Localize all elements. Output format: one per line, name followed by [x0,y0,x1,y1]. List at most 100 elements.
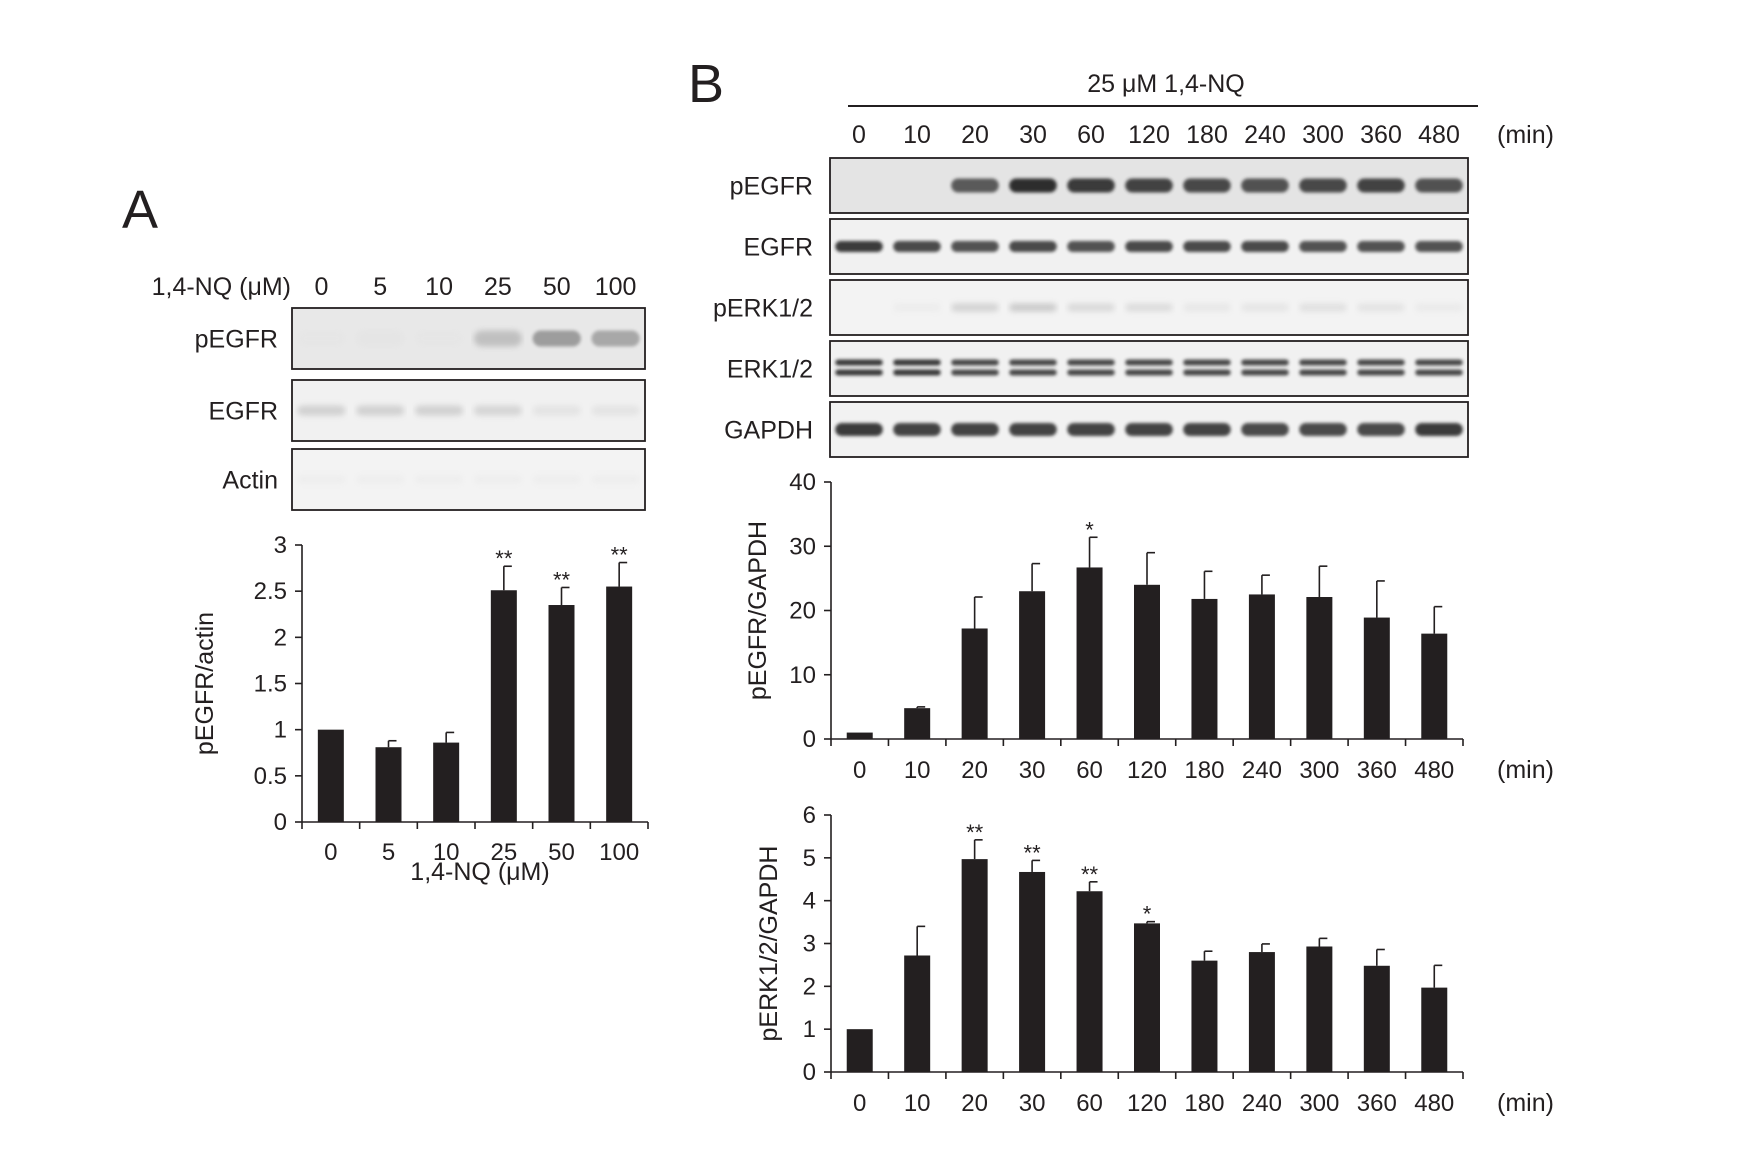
bar-30 [1019,591,1046,739]
y-tick-label: 1.5 [254,671,287,698]
blot-band [1357,369,1405,376]
blot-lane-label: 30 [1019,121,1047,149]
blot-band [1415,359,1463,366]
blot-band [297,405,346,416]
x-tick-label: 30 [1019,757,1046,784]
y-tick-label: 30 [789,533,816,560]
blot-row-actin: Actin [222,448,646,511]
blot-band [297,475,346,484]
bar-60 [1076,567,1103,739]
panel-b-western-blot: 25 μM 1,4-NQ (min) 0 10 20 30 60 120 180 240 300… [713,70,1554,458]
y-tick-label: 40 [789,469,816,496]
blot-band [1125,423,1173,436]
bar-50 [548,605,575,822]
x-tick-label: 10 [433,839,460,866]
blot-band [1415,303,1463,312]
blot-band [1183,359,1231,366]
bar-20 [961,628,988,739]
blot-band [1241,369,1289,376]
bar-120 [1134,584,1160,739]
x-tick-label: 0 [853,757,866,784]
blot-lane-label: 50 [543,273,571,301]
x-tick-label: 50 [548,839,575,866]
bar-10 [904,708,931,739]
blot-band [356,330,405,347]
y-tick-label: 2 [803,973,816,1000]
bar-30 [1019,871,1046,1072]
blot-strip [291,448,646,511]
blot-band [1299,303,1347,312]
blot-band [1009,303,1057,312]
y-tick-label: 3 [803,931,816,958]
bar-10 [904,955,931,1072]
blot-band [414,330,464,347]
significance-mark-50: ** [553,567,571,592]
bar-120 [1134,923,1160,1072]
blot-row-label: EGFR [209,398,278,426]
blot-band [473,405,523,416]
blot-row-pegfr: pEGFR [195,307,646,370]
blot-row-label: pEGFR [195,326,278,354]
blot-band [1009,369,1057,376]
bar-0 [846,1029,873,1072]
blot-band [835,359,883,366]
blot-band [591,330,640,347]
blot-band [1067,369,1115,376]
x-tick-label: 360 [1357,757,1397,784]
significance-mark-25: ** [495,546,513,571]
blot-band [1357,241,1405,252]
blot-band [1125,359,1173,366]
blot-band [1299,241,1347,252]
chart-b1-pegfr-gapdh: 0 10 20 30 40 pEGFR/GAPDH 0 10 20 30 * 60 120 180 240 3… [744,469,1554,784]
significance-mark-100: ** [611,543,629,568]
x-tick-label: 180 [1184,757,1224,784]
x-tick-label: 100 [599,839,639,866]
blot-band [951,423,999,436]
blot-lane-label: 360 [1360,121,1402,149]
x-tick-label: 20 [961,757,988,784]
y-tick-label: 10 [789,662,816,689]
y-tick-label: 4 [803,888,816,915]
blot-band [893,423,941,436]
blot-band [1183,178,1231,193]
blot-band [1241,423,1289,436]
x-tick-label: 0 [324,839,337,866]
bar-180 [1191,960,1218,1072]
blot-band [1299,178,1347,193]
blot-band [1241,178,1289,193]
y-axis-label: pEGFR/actin [191,612,219,755]
bar-360 [1363,965,1390,1072]
x-tick-label: 480 [1414,1090,1454,1117]
blot-lane-label: 180 [1186,121,1228,149]
blot-strip [291,307,646,370]
x-tick-label: 300 [1299,757,1339,784]
blot-row-gapdh: GAPDH [724,401,1469,458]
blot-band [1299,369,1347,376]
blot-band [532,405,581,416]
bar-300 [1306,946,1333,1072]
x-tick-label: 20 [961,1090,988,1117]
blot-band [1067,359,1115,366]
x-axis-label: 1,4-NQ (μM) [410,858,549,886]
blot-band [951,303,999,312]
blot-band [1009,423,1057,436]
panel-a-western-blot: 1,4-NQ (μM) 0 5 10 25 50 100 pEGFR EGFR Actin [152,273,646,511]
blot-row-label: ERK1/2 [727,356,813,384]
y-tick-label: 6 [803,802,816,829]
x-axis-unit: (min) [1497,756,1554,784]
blot-band [1125,178,1173,193]
blot-band [1067,178,1115,193]
blot-band [1241,241,1289,252]
blot-lane-label: 5 [373,273,387,301]
blot-strip [291,379,646,442]
blot-band [1415,369,1463,376]
x-tick-label: 120 [1127,1090,1167,1117]
x-tick-label: 5 [382,839,395,866]
blot-lane-label: 60 [1077,121,1105,149]
blot-band [951,359,999,366]
blot-band [1125,303,1173,312]
blot-lane-label: 20 [961,121,989,149]
blot-lane-label: 240 [1244,121,1286,149]
blot-row-label: GAPDH [724,417,813,445]
chart-b2-perk-gapdh: 0 1 2 3 4 5 6 pERK1/2/GAPDH 0 10 ** 20 ** 30 ** 60 * 120 1… [755,802,1554,1117]
